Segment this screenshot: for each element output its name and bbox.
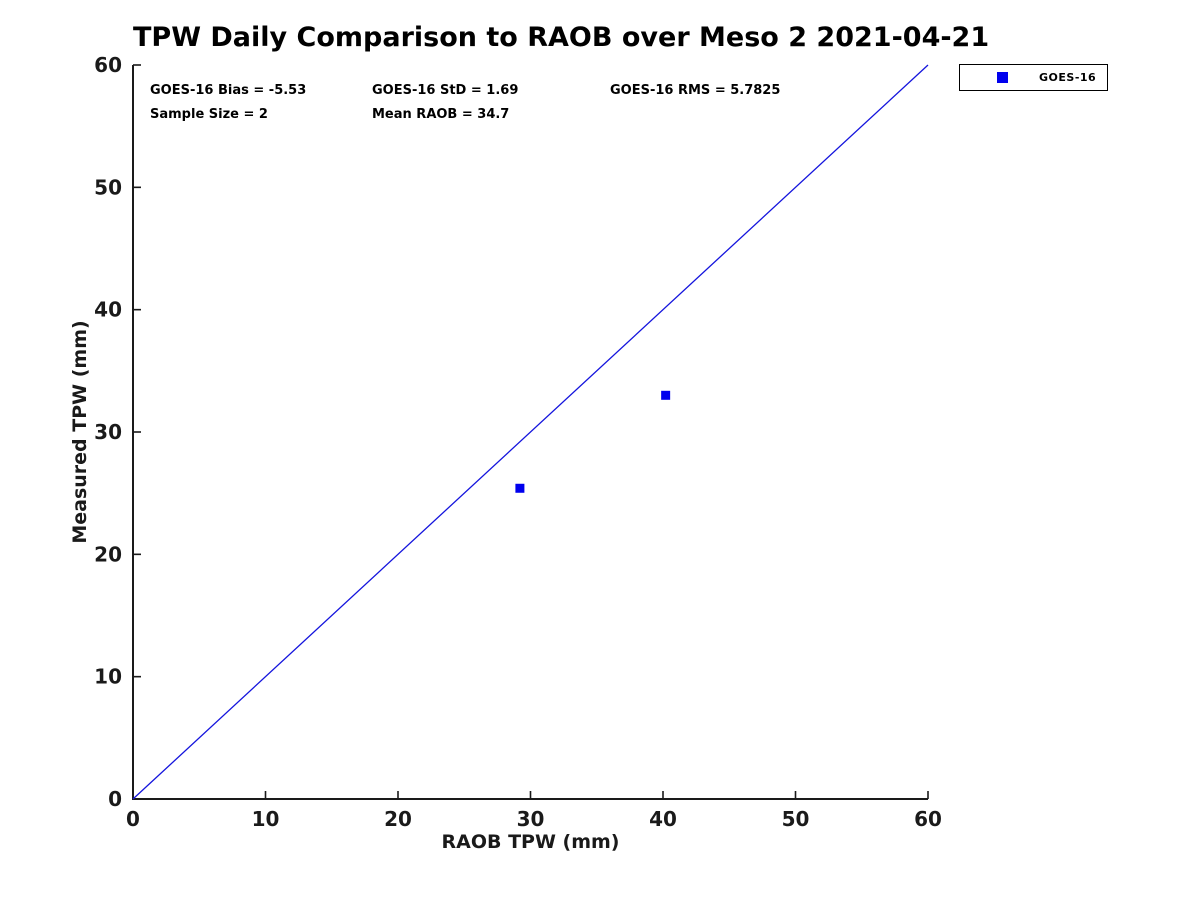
y-tick-label: 0 xyxy=(108,787,122,811)
x-tick-label: 60 xyxy=(914,807,942,831)
scatter-point xyxy=(661,390,671,400)
y-axis-label: Measured TPW (mm) xyxy=(69,320,91,544)
y-tick-label: 10 xyxy=(94,665,122,689)
chart-title: TPW Daily Comparison to RAOB over Meso 2… xyxy=(133,22,990,53)
x-axis-label: RAOB TPW (mm) xyxy=(441,831,620,853)
stat-bias: GOES-16 Bias = -5.53 xyxy=(150,83,307,98)
legend-marker-square-icon xyxy=(997,72,1008,83)
identity-line xyxy=(132,64,929,800)
x-tick-label: 50 xyxy=(782,807,810,831)
stat-rms: GOES-16 RMS = 5.7825 xyxy=(610,83,781,98)
legend-label: GOES-16 xyxy=(1039,71,1097,84)
y-tick-label: 20 xyxy=(94,542,122,566)
x-tick-label: 20 xyxy=(384,807,412,831)
scatter-point xyxy=(515,483,525,493)
x-tick-label: 10 xyxy=(252,807,280,831)
y-tick-label: 40 xyxy=(94,298,122,322)
y-tick-label: 50 xyxy=(94,175,122,199)
y-tick-label: 30 xyxy=(94,420,122,444)
stat-mean-raob: Mean RAOB = 34.7 xyxy=(372,107,510,122)
stat-std: GOES-16 StD = 1.69 xyxy=(372,83,519,98)
x-tick-label: 0 xyxy=(126,807,140,831)
x-tick-label: 40 xyxy=(649,807,677,831)
x-tick-label: 30 xyxy=(517,807,545,831)
stat-sample-size: Sample Size = 2 xyxy=(150,107,268,122)
legend: GOES-16 xyxy=(959,64,1108,91)
y-tick-label: 60 xyxy=(94,53,122,77)
